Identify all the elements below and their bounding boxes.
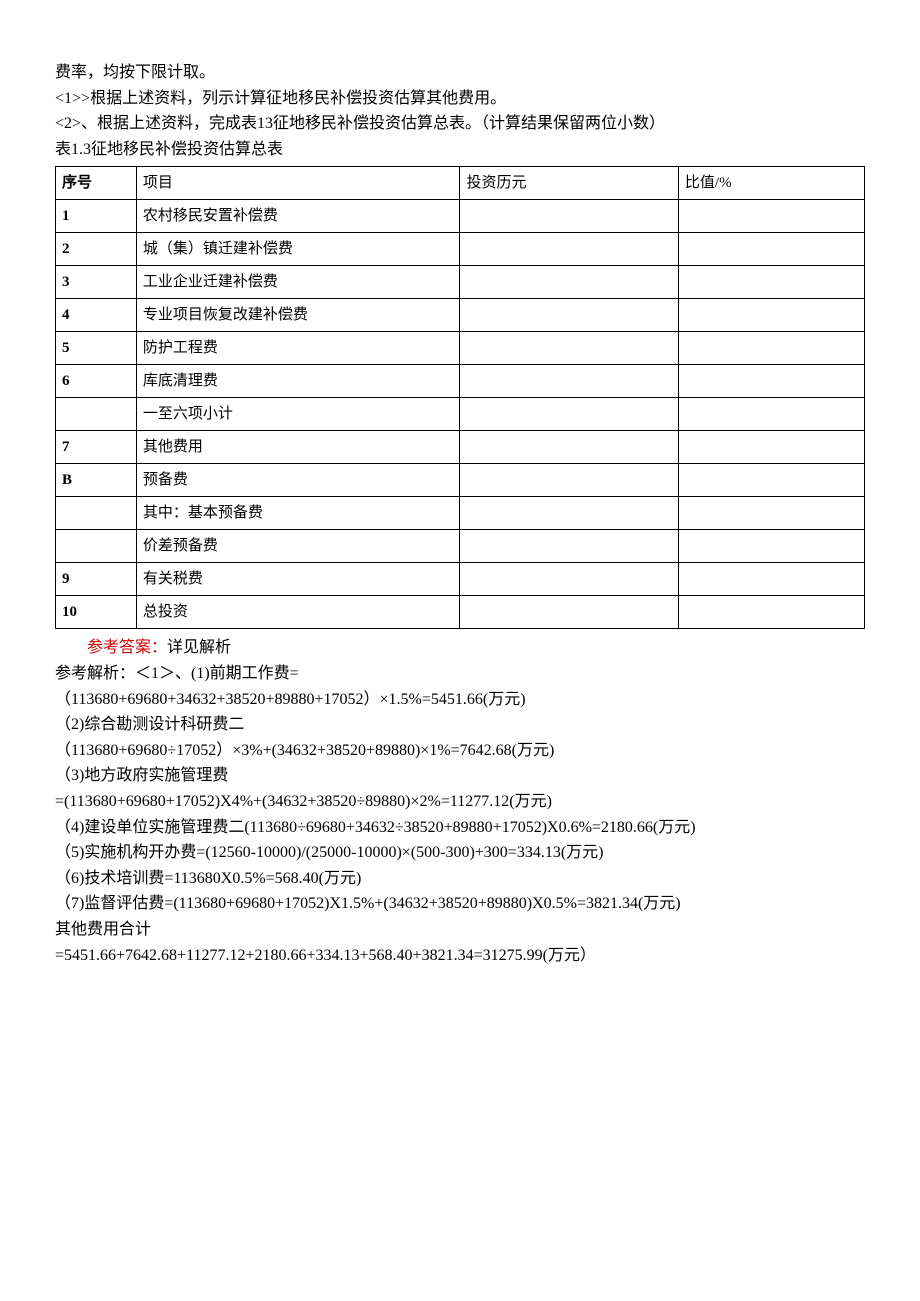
table-cell [460, 530, 678, 563]
table-cell [678, 266, 864, 299]
table-cell [678, 365, 864, 398]
table-cell [678, 563, 864, 596]
table-cell [460, 332, 678, 365]
table-row: 一至六项小计 [56, 398, 865, 431]
table-cell: 其他费用 [136, 431, 460, 464]
table-cell: 4 [56, 299, 137, 332]
table-cell [460, 266, 678, 299]
reference-answer-text: 详见解析 [167, 639, 231, 656]
table-cell [678, 596, 864, 629]
intro-line-1: 费率，均按下限计取。 [55, 60, 865, 86]
table-row: 其中：基本预备费 [56, 497, 865, 530]
table-cell: 3 [56, 266, 137, 299]
table-cell [460, 299, 678, 332]
th-ratio: 比值/% [678, 167, 864, 200]
intro-line-3: <2>、根据上述资料，完成表13征地移民补偿投资估算总表。（计算结果保留两位小数… [55, 111, 865, 137]
table-row: 价差预备费 [56, 530, 865, 563]
table-cell [56, 530, 137, 563]
table-cell [460, 563, 678, 596]
table-row: 10总投资 [56, 596, 865, 629]
table-cell [678, 299, 864, 332]
answer-explanation: 参考解析：＜1＞、(1)前期工作费=（113680+69680+34632+38… [55, 661, 865, 968]
table-row: 3工业企业迁建补偿费 [56, 266, 865, 299]
table-cell: 总投资 [136, 596, 460, 629]
th-item: 项目 [136, 167, 460, 200]
table-cell: 2 [56, 233, 137, 266]
table-cell: 防护工程费 [136, 332, 460, 365]
answer-line: （3)地方政府实施管理费 [55, 763, 865, 789]
table-cell [678, 332, 864, 365]
table-cell: 有关税费 [136, 563, 460, 596]
table-cell [678, 530, 864, 563]
table-cell: 农村移民安置补偿费 [136, 200, 460, 233]
table-cell [460, 497, 678, 530]
table-row: 7其他费用 [56, 431, 865, 464]
table-cell [678, 431, 864, 464]
reference-answer-line: 参考答案：详见解析 [55, 635, 865, 661]
table-cell: 6 [56, 365, 137, 398]
th-seq: 序号 [56, 167, 137, 200]
answer-line: （6)技术培训费=113680X0.5%=568.40(万元) [55, 866, 865, 892]
table-row: 6库底清理费 [56, 365, 865, 398]
table-cell [56, 497, 137, 530]
table-title: 表1.3征地移民补偿投资估算总表 [55, 137, 865, 163]
answer-line: （113680+69680÷17052）×3%+(34632+38520+898… [55, 738, 865, 764]
table-cell [678, 200, 864, 233]
answer-line: （4)建设单位实施管理费二(113680÷69680+34632÷38520+8… [55, 815, 865, 841]
table-row: 4专业项目恢复改建补偿费 [56, 299, 865, 332]
table-cell: 库底清理费 [136, 365, 460, 398]
table-cell: 预备费 [136, 464, 460, 497]
table-cell: 专业项目恢复改建补偿费 [136, 299, 460, 332]
answer-line: （113680+69680+34632+38520+89880+17052）×1… [55, 687, 865, 713]
answer-line: （7)监督评估费=(113680+69680+17052)X1.5%+(3463… [55, 891, 865, 917]
table-row: B预备费 [56, 464, 865, 497]
th-inv: 投资历元 [460, 167, 678, 200]
table-cell [460, 431, 678, 464]
table-cell [56, 398, 137, 431]
table-cell: 一至六项小计 [136, 398, 460, 431]
table-row: 5防护工程费 [56, 332, 865, 365]
table-cell: B [56, 464, 137, 497]
table-row: 9有关税费 [56, 563, 865, 596]
table-cell: 7 [56, 431, 137, 464]
table-cell [678, 398, 864, 431]
table-cell: 5 [56, 332, 137, 365]
table-cell [460, 596, 678, 629]
table-cell: 10 [56, 596, 137, 629]
table-header-row: 序号 项目 投资历元 比值/% [56, 167, 865, 200]
table-cell: 价差预备费 [136, 530, 460, 563]
table-cell [460, 365, 678, 398]
table-cell: 城（集）镇迁建补偿费 [136, 233, 460, 266]
answer-line: 其他费用合计 [55, 917, 865, 943]
table-cell [678, 497, 864, 530]
table-cell [460, 233, 678, 266]
answer-line: （2)综合勘测设计科研费二 [55, 712, 865, 738]
reference-answer-label: 参考答案： [87, 639, 167, 656]
answer-line: =(113680+69680+17052)X4%+(34632+38520÷89… [55, 789, 865, 815]
table-cell: 1 [56, 200, 137, 233]
estimate-table: 序号 项目 投资历元 比值/% 1农村移民安置补偿费2城（集）镇迁建补偿费3工业… [55, 166, 865, 629]
table-cell [460, 464, 678, 497]
answer-line: =5451.66+7642.68+11277.12+2180.66+334.13… [55, 943, 865, 969]
answer-line: 参考解析：＜1＞、(1)前期工作费= [55, 661, 865, 687]
table-cell [460, 200, 678, 233]
table-cell [678, 464, 864, 497]
table-row: 1农村移民安置补偿费 [56, 200, 865, 233]
intro-line-2: <1>>根据上述资料，列示计算征地移民补偿投资估算其他费用。 [55, 86, 865, 112]
table-cell: 9 [56, 563, 137, 596]
answer-line: （5)实施机构开办费=(12560-10000)/(25000-10000)×(… [55, 840, 865, 866]
table-cell [460, 398, 678, 431]
table-cell: 工业企业迁建补偿费 [136, 266, 460, 299]
table-cell: 其中：基本预备费 [136, 497, 460, 530]
table-row: 2城（集）镇迁建补偿费 [56, 233, 865, 266]
table-cell [678, 233, 864, 266]
